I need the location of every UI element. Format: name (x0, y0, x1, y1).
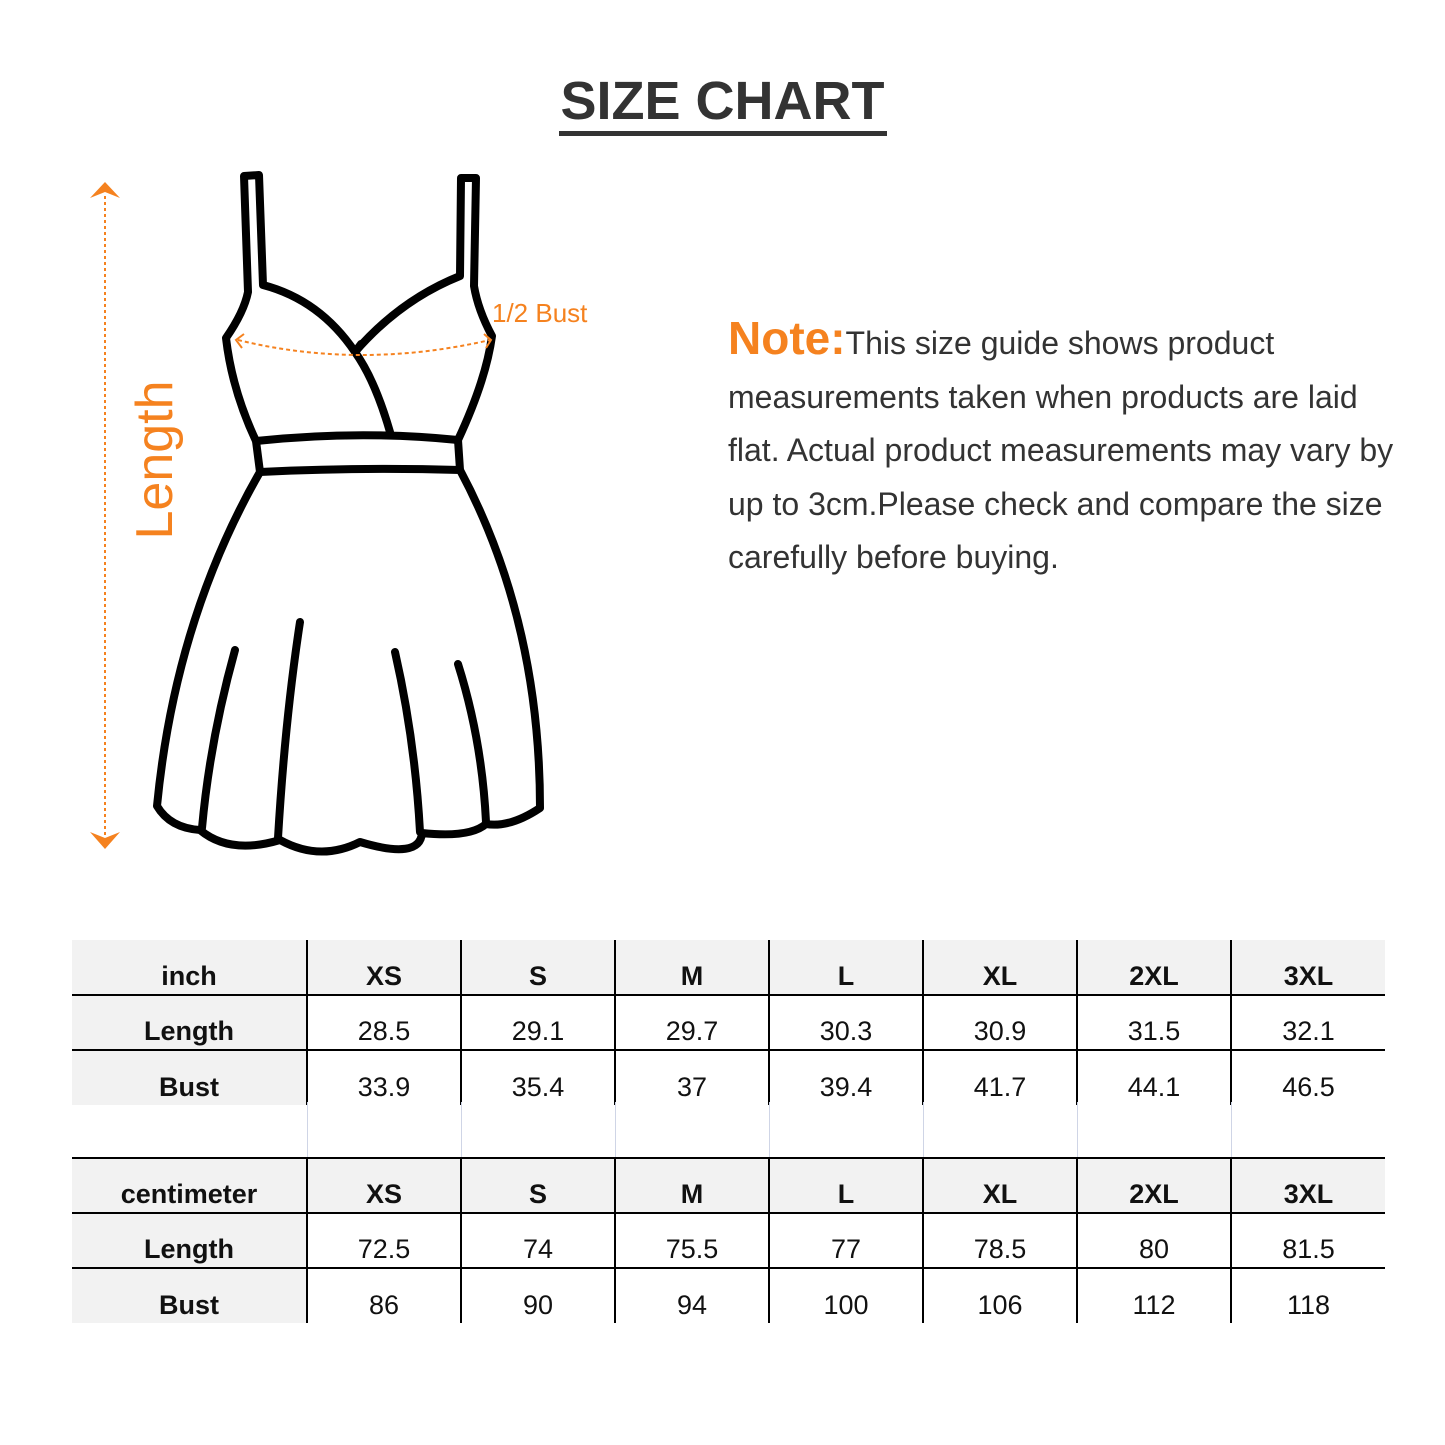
size-header: 2XL (1076, 940, 1231, 996)
table-cell: 86 (306, 1268, 461, 1323)
table-spacer (72, 1102, 1380, 1157)
table-cell: 118 (1230, 1268, 1385, 1323)
page-title-text: SIZE CHART (558, 71, 887, 136)
table-cell: 80 (1076, 1213, 1231, 1269)
table-cell: 94 (614, 1268, 769, 1323)
table-cell: 28.5 (306, 995, 461, 1051)
table-cell: 46.5 (1230, 1050, 1385, 1105)
spacer-gridline (461, 1102, 462, 1157)
table-cell: 33.9 (306, 1050, 461, 1105)
size-header: L (768, 940, 923, 996)
size-header: M (614, 940, 769, 996)
table-cell: 35.4 (460, 1050, 615, 1105)
note-body: This size guide shows product measuremen… (728, 325, 1394, 575)
spacer-gridline (307, 1102, 308, 1157)
table-cell: 72.5 (306, 1213, 461, 1269)
table-cell: 106 (922, 1268, 1077, 1323)
size-header: L (768, 1158, 923, 1214)
table-cell: 78.5 (922, 1213, 1077, 1269)
table-cell: 100 (768, 1268, 923, 1323)
bust-arrow (234, 333, 493, 356)
dress-outline (153, 171, 544, 856)
table-cell: 90 (460, 1268, 615, 1323)
size-header: M (614, 1158, 769, 1214)
size-header: XL (922, 1158, 1077, 1214)
spacer-gridline (1077, 1102, 1078, 1157)
table-cell: 112 (1076, 1268, 1231, 1323)
table-cell: 32.1 (1230, 995, 1385, 1051)
table-row: Length 28.5 29.1 29.7 30.3 30.9 31.5 32.1 (72, 995, 1385, 1051)
size-header: 3XL (1230, 1158, 1385, 1214)
size-header: 3XL (1230, 940, 1385, 996)
table-cell: 31.5 (1076, 995, 1231, 1051)
row-label: Bust (72, 1268, 307, 1323)
page-title: SIZE CHART (0, 70, 1445, 136)
spacer-gridline (769, 1102, 770, 1157)
table-cell: 44.1 (1076, 1050, 1231, 1105)
spacer-gridline (1231, 1102, 1232, 1157)
size-header: 2XL (1076, 1158, 1231, 1214)
inch-size-table: inch XS S M L XL 2XL 3XL Length 28.5 29.1 29.7 30.3 3… (72, 940, 1385, 1105)
table-cell: 77 (768, 1213, 923, 1269)
size-header: XS (306, 1158, 461, 1214)
table-cell: 41.7 (922, 1050, 1077, 1105)
table-cell: 75.5 (614, 1213, 769, 1269)
table-row: Bust 33.9 35.4 37 39.4 41.7 44.1 46.5 (72, 1050, 1385, 1105)
size-header: S (460, 1158, 615, 1214)
table-cell: 30.9 (922, 995, 1077, 1051)
unit-label: inch (72, 940, 307, 996)
table-cell: 74 (460, 1213, 615, 1269)
spacer-gridline (615, 1102, 616, 1157)
table-cell: 30.3 (768, 995, 923, 1051)
row-label: Length (72, 995, 307, 1051)
note-text: Note:This size guide shows product measu… (728, 312, 1408, 585)
length-arrow (90, 182, 120, 849)
size-header: XL (922, 940, 1077, 996)
table-row: Bust 86 90 94 100 106 112 118 (72, 1268, 1385, 1323)
row-label: Bust (72, 1050, 307, 1105)
table-cell: 81.5 (1230, 1213, 1385, 1269)
cm-size-table: centimeter XS S M L XL 2XL 3XL Length 72.5 74 75.5 7… (72, 1157, 1385, 1323)
header-row: inch XS S M L XL 2XL 3XL (72, 940, 1385, 996)
note-heading: Note: (728, 312, 846, 364)
table-cell: 37 (614, 1050, 769, 1105)
spacer-gridline (923, 1102, 924, 1157)
table-cell: 29.7 (614, 995, 769, 1051)
unit-label: centimeter (72, 1158, 307, 1214)
table-row: Length 72.5 74 75.5 77 78.5 80 81.5 (72, 1213, 1385, 1269)
size-header: XS (306, 940, 461, 996)
dress-illustration (90, 171, 544, 856)
half-bust-label: 1/2 Bust (492, 298, 588, 328)
size-header: S (460, 940, 615, 996)
header-row: centimeter XS S M L XL 2XL 3XL (72, 1158, 1385, 1214)
length-label: Length (126, 380, 184, 540)
table-cell: 29.1 (460, 995, 615, 1051)
row-label: Length (72, 1213, 307, 1269)
table-cell: 39.4 (768, 1050, 923, 1105)
